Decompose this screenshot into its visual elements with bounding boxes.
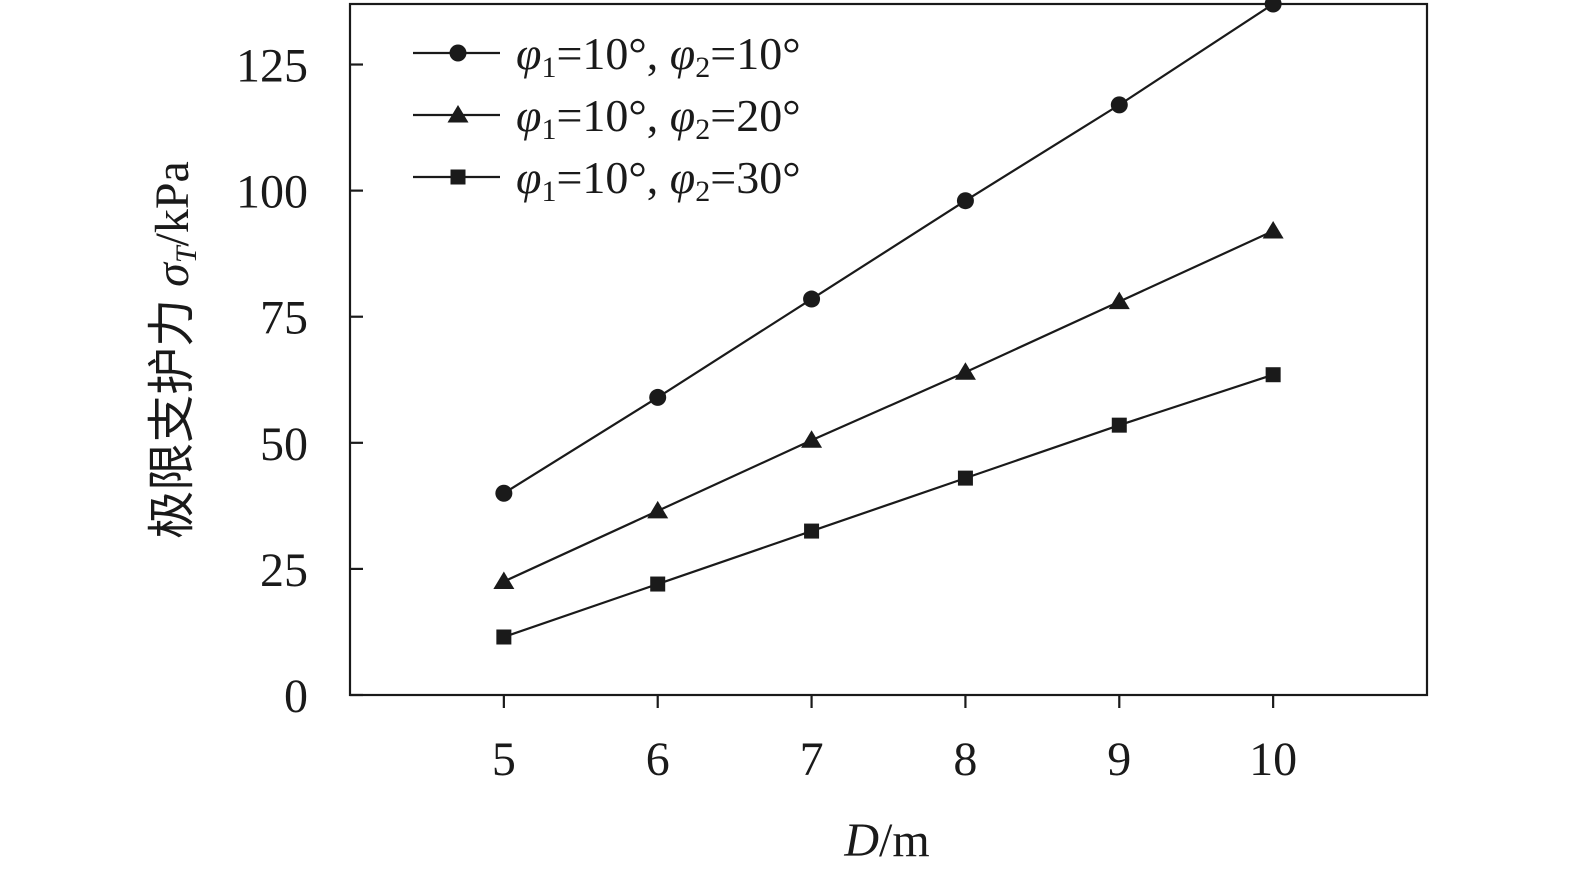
data-point [954, 362, 976, 380]
data-point [647, 500, 669, 519]
data-point [1111, 417, 1127, 433]
data-point [801, 430, 823, 448]
data-point [493, 571, 515, 590]
data-point [956, 192, 974, 210]
legend-marker [449, 44, 467, 62]
x-tick-label: 5 [492, 733, 516, 786]
y-axis-sub: T [170, 244, 203, 263]
series-line [503, 3, 1274, 495]
x-tick-label: 9 [1107, 733, 1131, 786]
x-tick-label: 7 [800, 733, 824, 786]
data-point [649, 388, 667, 406]
legend-label: φ1=10°, φ2=30° [516, 152, 801, 208]
x-axis-unit: /m [879, 814, 930, 867]
data-point [495, 484, 513, 502]
data-point [957, 470, 973, 486]
data-point [804, 523, 820, 539]
data-point [803, 290, 821, 308]
data-point [650, 576, 666, 592]
y-tick-label: 125 [236, 40, 308, 93]
series-circle [495, 0, 1282, 502]
data-point [1110, 96, 1128, 114]
legend-marker [447, 105, 469, 123]
y-tick-label: 0 [284, 670, 308, 723]
y-tick-label: 50 [260, 418, 308, 471]
x-tick-label: 10 [1249, 733, 1297, 786]
data-point [1108, 291, 1130, 310]
legend-entry: φ1=10°, φ2=30° [413, 152, 801, 208]
data-point [1262, 220, 1284, 239]
y-axis-title: 极限支护力 σT/kPa [146, 161, 203, 539]
data-point [1265, 367, 1281, 383]
x-axis-var: D [843, 814, 879, 867]
y-tick-label: 100 [236, 166, 308, 219]
data-point [496, 629, 512, 645]
legend: φ1=10°, φ2=10° φ1=10°, φ2=20° φ1=10°, φ2=3… [413, 28, 801, 208]
series-square [496, 367, 1281, 645]
y-tick-label: 25 [260, 544, 308, 597]
plot-area [348, 2, 1429, 697]
y-axis-var: σ [146, 261, 199, 287]
series-triangle [493, 220, 1284, 590]
series-line [503, 373, 1274, 639]
legend-entry: φ1=10°, φ2=10° [413, 28, 801, 84]
series-line [503, 229, 1274, 583]
data-point [1264, 0, 1282, 13]
y-axis-prefix: 极限支护力 [146, 287, 199, 539]
series [493, 0, 1284, 645]
x-tick-label: 6 [646, 733, 670, 786]
y-axis-unit: /kPa [146, 161, 199, 246]
x-tick-label: 8 [953, 733, 977, 786]
legend-label: φ1=10°, φ2=20° [516, 90, 801, 146]
legend-label: φ1=10°, φ2=10° [516, 28, 801, 84]
legend-entry: φ1=10°, φ2=20° [413, 90, 801, 146]
y-tick-label: 75 [260, 292, 308, 345]
legend-marker [450, 169, 466, 185]
plot-frame [348, 2, 1429, 697]
x-axis-title: D/m [843, 814, 929, 867]
